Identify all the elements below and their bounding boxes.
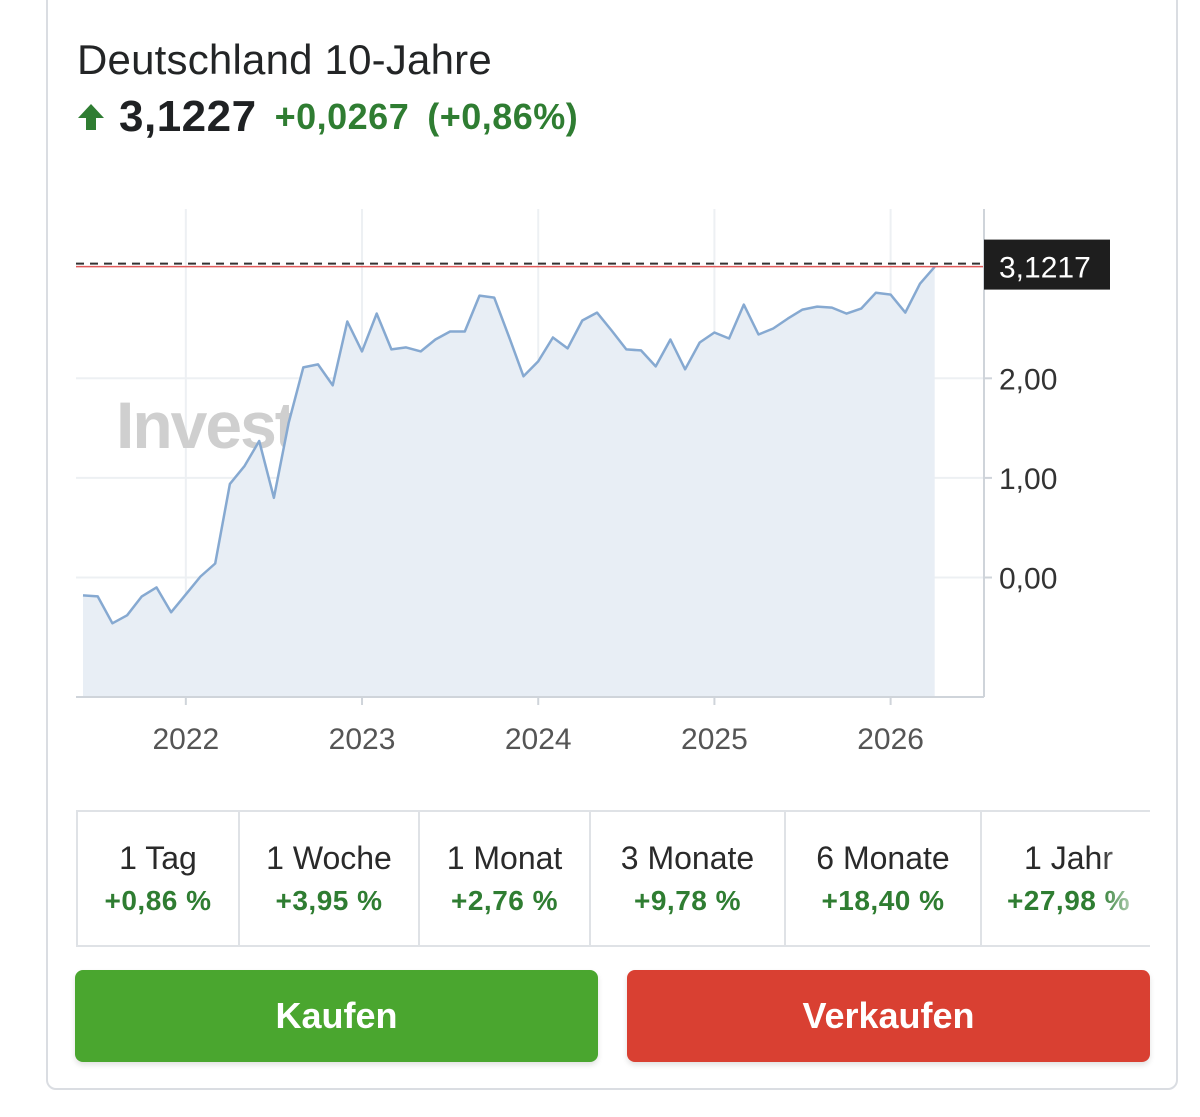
perf-value: +2,76 % [450,885,559,916]
perf-label: 1 Jahr [1024,840,1113,876]
perf-label: 1 Woche [266,840,392,876]
perf-value: +9,78 % [633,885,742,916]
perf-label: 1 Monat [446,840,563,876]
instrument-title: Deutschland 10-Jahre [77,36,492,83]
perf-label: 6 Monate [816,840,950,876]
arrow-up-icon [78,104,104,130]
quote-row: 3,1227 +0,0267 (+0,86%) [77,92,596,142]
perf-value: +3,95 % [275,885,383,916]
buy-button[interactable]: Kaufen [75,970,598,1062]
perf-label: 3 Monate [620,840,755,876]
perf-label: 1 Tag [119,840,197,876]
sell-button[interactable]: Verkaufen [627,970,1150,1062]
perf-value: +18,40 % [821,885,945,916]
perf-1-day[interactable]: 1 Tag +0,86 % [78,812,240,945]
perf-value: +27,98 % [1006,885,1131,916]
perf-3-months[interactable]: 3 Monate +9,78 % [591,812,786,945]
last-price: 3,1227 [119,92,257,141]
perf-1-year[interactable]: 1 Jahr +27,98 % [982,812,1150,945]
perf-1-week[interactable]: 1 Woche +3,95 % [240,812,420,945]
perf-6-months[interactable]: 6 Monate +18,40 % [786,812,982,945]
perf-1-month[interactable]: 1 Monat +2,76 % [420,812,591,945]
perf-value: +0,86 % [104,885,212,916]
price-change: +0,0267 [274,96,410,137]
performance-strip: 1 Tag +0,86 % 1 Woche +3,95 % 1 Monat +2… [76,810,1150,947]
price-change-percent: (+0,86%) [427,96,579,137]
